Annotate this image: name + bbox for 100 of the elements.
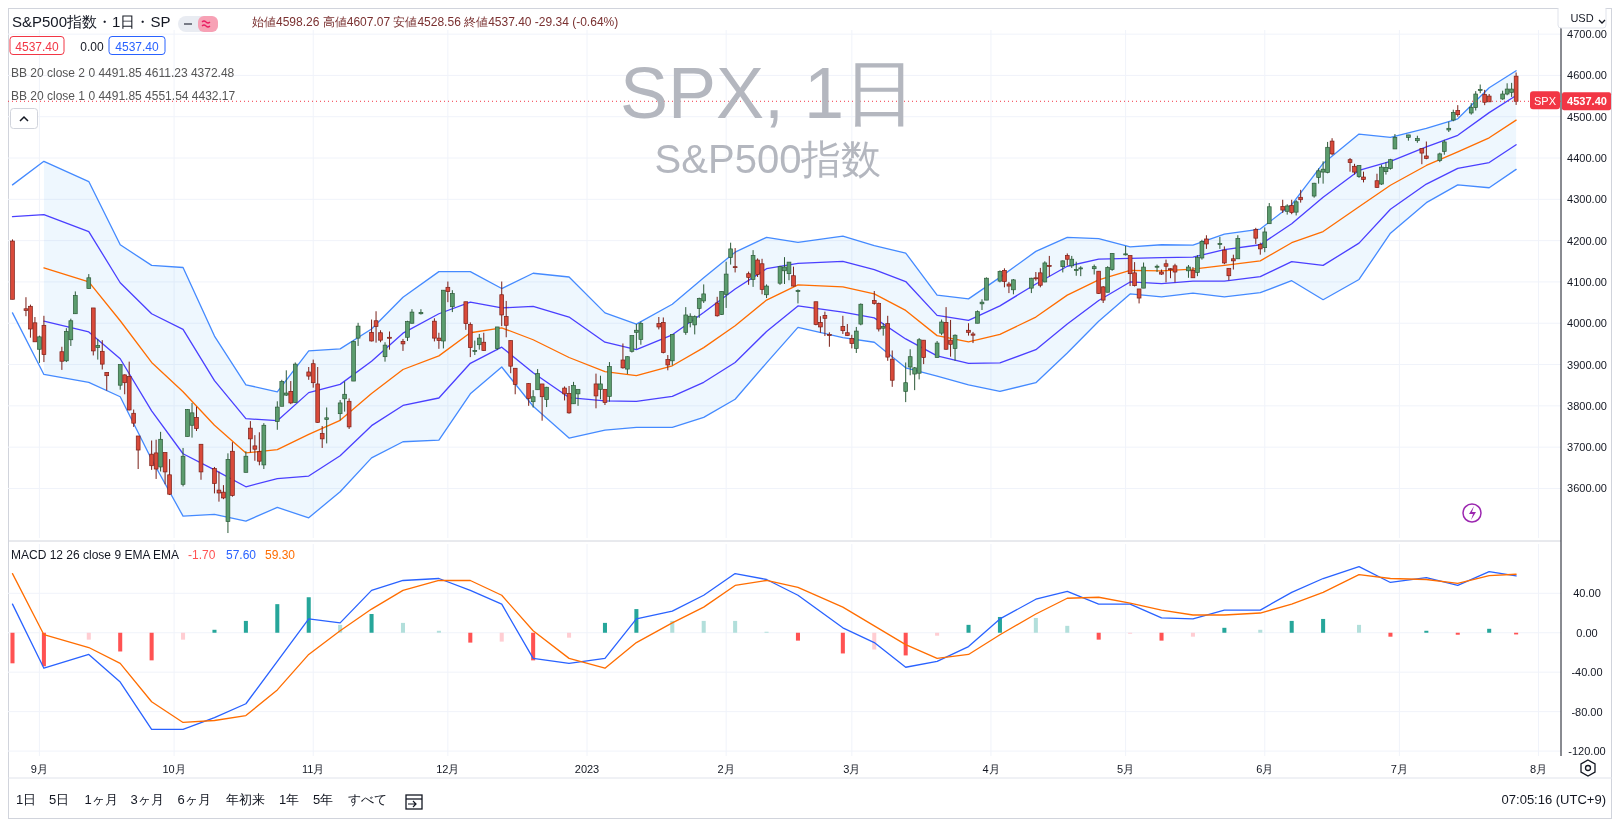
candlestick (889, 349, 895, 388)
candlestick (598, 375, 603, 400)
x-tick-label: 11月 (302, 763, 325, 775)
y-tick-label: 4000.00 (1567, 317, 1607, 330)
candlestick (373, 310, 379, 344)
candlestick (1473, 90, 1478, 112)
y-tick-label: -120.00 (1568, 745, 1606, 758)
x-tick-label: 9月 (30, 763, 48, 775)
y-tick-label: -40.00 (1571, 666, 1603, 679)
text: 1ヶ月 (84, 792, 118, 807)
bar (1096, 632, 1101, 640)
text: 3ヶ月 (130, 792, 164, 807)
x-tick-label: 12月 (436, 763, 460, 775)
annotation: 4537.40 (115, 40, 160, 54)
bar (733, 620, 738, 633)
candlestick (728, 242, 733, 266)
candlestick (535, 368, 540, 391)
bar (10, 632, 15, 664)
candlestick (100, 339, 105, 370)
annotation: S&P500指数 (654, 137, 882, 181)
y-tick-label: 3700.00 (1567, 441, 1607, 454)
candlestick (257, 431, 262, 466)
candlestick (714, 296, 720, 318)
annotation: BB 20 close 2 0 4491.85 4611.23 4372.48 (11, 66, 235, 80)
candlestick (539, 383, 545, 422)
text: 1年 (278, 792, 300, 807)
candlestick (786, 261, 792, 281)
annotation: 0.00 (80, 40, 104, 54)
candlestick (854, 326, 859, 354)
y-tick-label: 4200.00 (1567, 234, 1607, 247)
annotation: -1.70 (188, 548, 216, 562)
bar (1159, 632, 1164, 641)
x-tick-label: 5月 (1117, 763, 1135, 775)
bar (1388, 632, 1393, 637)
candlestick (1217, 236, 1223, 250)
candlestick (638, 321, 644, 346)
bar (872, 632, 877, 650)
candlestick (243, 450, 249, 473)
candlestick (59, 346, 65, 371)
candlestick (634, 323, 639, 350)
bar (243, 620, 248, 633)
candlestick (921, 339, 926, 365)
candlestick (468, 321, 473, 358)
text: USD (1570, 12, 1594, 24)
candlestick (400, 338, 406, 352)
y-tick-label: 4500.00 (1567, 110, 1607, 123)
bar (1033, 617, 1038, 633)
y-tick-label: -80.00 (1571, 705, 1603, 718)
y-tick-label: 40.00 (1573, 587, 1601, 600)
candlestick (499, 281, 504, 327)
candlestick (1002, 267, 1007, 288)
bar (840, 632, 845, 654)
x-tick-label: 7月 (1390, 763, 1408, 775)
x-tick-label: 3月 (843, 763, 861, 775)
y-tick-label: 3800.00 (1567, 399, 1607, 412)
y-tick-label: 4100.00 (1567, 275, 1607, 288)
candlestick (463, 301, 469, 331)
text: 1日 (15, 792, 37, 807)
bar (275, 604, 280, 633)
y-tick-label: 4700.00 (1567, 28, 1607, 41)
bar (212, 629, 217, 633)
text: 6ヶ月 (177, 792, 211, 807)
annotation: SPX, 1日 (619, 53, 917, 133)
candlestick (342, 380, 347, 413)
bar (1357, 624, 1362, 633)
bar (468, 632, 473, 643)
bar (369, 614, 374, 633)
ref-line-label: 4537.40 (1567, 95, 1607, 108)
annotation: 57.60 (226, 548, 257, 562)
annotation: 4537.40 (15, 40, 60, 54)
candlestick (1141, 262, 1146, 289)
text: 07:05:16 (UTC+9) (1501, 792, 1606, 807)
text: 5年 (312, 792, 334, 807)
candlestick (795, 288, 801, 304)
text: 年初来 (225, 792, 265, 807)
candlestick (503, 300, 509, 338)
candlestick (822, 311, 828, 337)
candlestick (95, 338, 101, 361)
bar (602, 622, 607, 633)
bar (1289, 620, 1294, 633)
candlestick (194, 406, 199, 432)
candlestick (575, 388, 581, 407)
x-tick-label: 4月 (982, 763, 1000, 775)
y-tick-label: 4600.00 (1567, 69, 1607, 82)
candlestick (1266, 202, 1272, 225)
candlestick (1033, 271, 1039, 282)
candlestick (37, 335, 42, 364)
y-tick-label: 0.00 (1576, 626, 1598, 639)
bar (149, 632, 154, 661)
y-tick-label: 3900.00 (1567, 358, 1607, 371)
bar (935, 632, 940, 636)
candlestick (530, 389, 536, 408)
x-tick-label: 2月 (717, 763, 735, 775)
candlestick (319, 425, 325, 449)
candlestick (1042, 260, 1048, 283)
candlestick (732, 247, 738, 273)
chart-title: S&P500指数・1日・SP (12, 13, 171, 30)
bar (966, 624, 971, 633)
candlestick (1235, 234, 1241, 260)
candlestick (526, 382, 531, 407)
